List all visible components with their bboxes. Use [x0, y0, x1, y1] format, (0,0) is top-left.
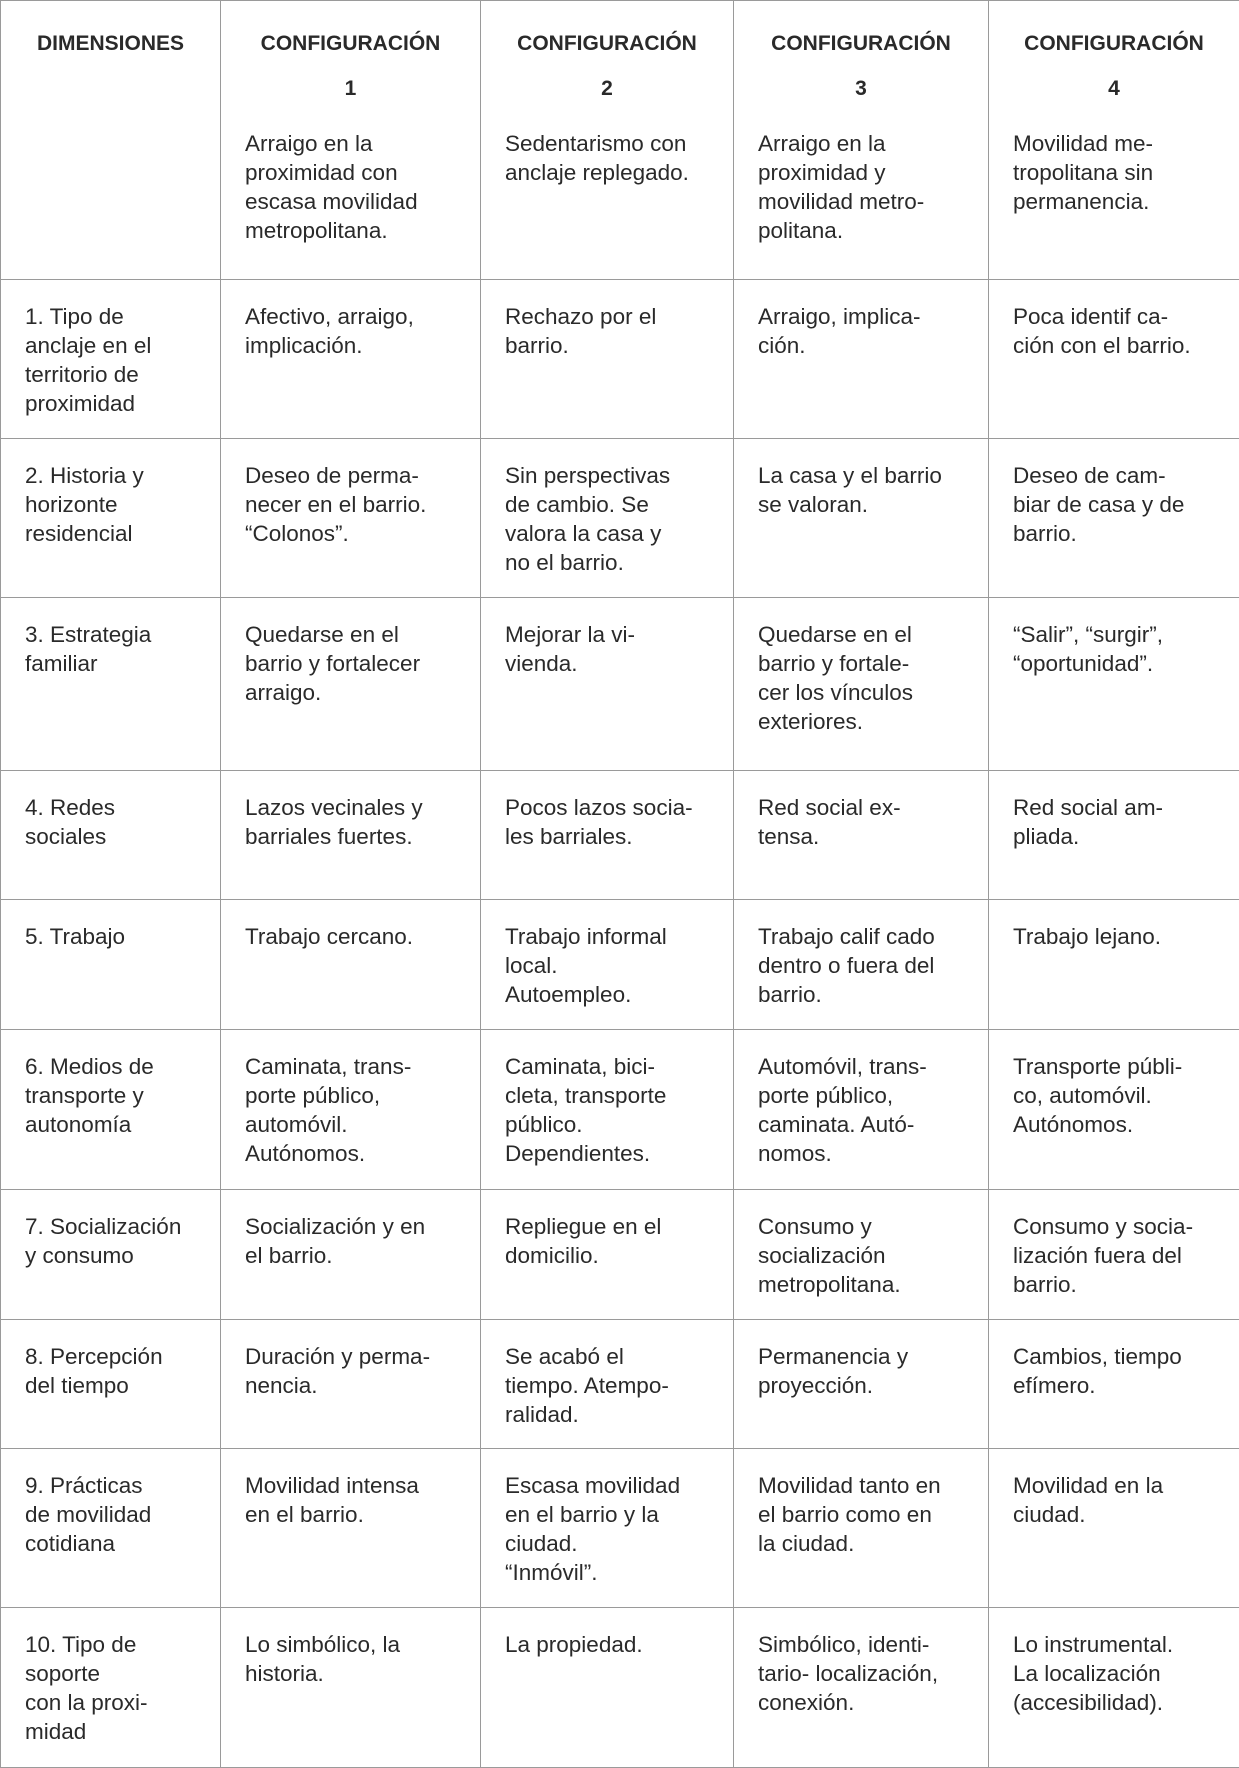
header-label: DIMENSIONES [37, 32, 184, 55]
column-header: CONFIGURACIÓN 2 Sedentarismo con anclaje … [481, 1, 734, 280]
configuration-description: Arraigo en la proximidad y movilidad met… [738, 111, 984, 245]
table-cell: Lo simbólico, la historia. [221, 1608, 481, 1768]
dimension-cell: 9. Prácticas de movilidad cotidiana [1, 1449, 221, 1608]
table-cell: Trabajo lejano. [989, 900, 1239, 1030]
dimension-cell: 3. Estrategia familiar [1, 598, 221, 771]
column-header: CONFIGURACIÓN 4 Movilidad me- tropolitana… [989, 1, 1239, 280]
table-cell: Trabajo informal local. Autoempleo. [481, 900, 734, 1030]
header-label: CONFIGURACIÓN 2 [517, 32, 697, 100]
table-cell: Socialización y en el barrio. [221, 1190, 481, 1320]
table-cell: Automóvil, trans- porte público, caminat… [734, 1030, 989, 1190]
column-header: DIMENSIONES [1, 1, 221, 280]
configuration-description [5, 66, 216, 84]
table-row: 1. Tipo de anclaje en el territorio de p… [1, 280, 1239, 439]
table-cell: Consumo y socia- lización fuera del barr… [989, 1190, 1239, 1320]
table-cell: Repliegue en el domicilio. [481, 1190, 734, 1320]
table-cell: Arraigo, implica- ción. [734, 280, 989, 439]
table-cell: Caminata, bici- cleta, transporte públic… [481, 1030, 734, 1190]
table-cell: Consumo y socialización metropolitana. [734, 1190, 989, 1320]
column-header: CONFIGURACIÓN 1 Arraigo en la proximidad … [221, 1, 481, 280]
table-cell: La propiedad. [481, 1608, 734, 1768]
table-cell: La casa y el barrio se valoran. [734, 439, 989, 598]
table-cell: Red social am- pliada. [989, 771, 1239, 900]
dimension-cell: 7. Socialización y consumo [1, 1190, 221, 1320]
configuration-description: Movilidad me- tropolitana sin permanenci… [993, 111, 1235, 216]
table-cell: Se acabó el tiempo. Atempo- ralidad. [481, 1320, 734, 1449]
table-cell: Red social ex- tensa. [734, 771, 989, 900]
configuration-description: Sedentarismo con anclaje replegado. [485, 111, 729, 187]
table-cell: Movilidad tanto en el barrio como en la … [734, 1449, 989, 1608]
header-label: CONFIGURACIÓN 1 [261, 32, 441, 100]
dimension-cell: 8. Percepción del tiempo [1, 1320, 221, 1449]
table-cell: Permanencia y proyección. [734, 1320, 989, 1449]
table-cell: “Salir”, “surgir”, “oportunidad”. [989, 598, 1239, 771]
column-header: CONFIGURACIÓN 3 Arraigo en la proximidad … [734, 1, 989, 280]
table-cell: Poca identif ca- ción con el barrio. [989, 280, 1239, 439]
dimension-cell: 5. Trabajo [1, 900, 221, 1030]
configuration-description: Arraigo en la proximidad con escasa movi… [225, 111, 476, 245]
table-cell: Mejorar la vi- vienda. [481, 598, 734, 771]
dimension-cell: 2. Historia y horizonte residencial [1, 439, 221, 598]
table-cell: Sin perspectivas de cambio. Se valora la… [481, 439, 734, 598]
table-cell: Trabajo calif cado dentro o fuera del ba… [734, 900, 989, 1030]
table-cell: Pocos lazos socia- les barriales. [481, 771, 734, 900]
table-cell: Lazos vecinales y barriales fuertes. [221, 771, 481, 900]
table-cell: Trabajo cercano. [221, 900, 481, 1030]
table-cell: Caminata, trans- porte público, automóvi… [221, 1030, 481, 1190]
table-cell: Cambios, tiempo efímero. [989, 1320, 1239, 1449]
dimension-cell: 6. Medios de transporte y autonomía [1, 1030, 221, 1190]
table-cell: Quedarse en el barrio y fortale- cer los… [734, 598, 989, 771]
table-cell: Quedarse en el barrio y fortalecer arrai… [221, 598, 481, 771]
table-cell: Deseo de cam- biar de casa y de barrio. [989, 439, 1239, 598]
table-cell: Simbólico, identi- tario- localización, … [734, 1608, 989, 1768]
table-cell: Lo instrumental. La localización (accesi… [989, 1608, 1239, 1768]
dimension-cell: 10. Tipo de soporte con la proxi- midad [1, 1608, 221, 1768]
table-cell: Rechazo por el barrio. [481, 280, 734, 439]
dimension-cell: 4. Redes sociales [1, 771, 221, 900]
header-row: DIMENSIONES CONFIGURACIÓN 1 Arraigo en la … [1, 1, 1239, 280]
header-label: CONFIGURACIÓN 3 [771, 32, 951, 100]
header-label: CONFIGURACIÓN 4 [1024, 32, 1204, 100]
dimension-cell: 1. Tipo de anclaje en el territorio de p… [1, 280, 221, 439]
table-cell: Duración y perma- nencia. [221, 1320, 481, 1449]
table-cell: Transporte públi- co, automóvil. Autónom… [989, 1030, 1239, 1190]
table-cell: Afectivo, arraigo, implicación. [221, 280, 481, 439]
table-cell: Movilidad en la ciudad. [989, 1449, 1239, 1608]
table-cell: Escasa movilidad en el barrio y la ciuda… [481, 1449, 734, 1608]
table-cell: Deseo de perma- necer en el barrio. “Col… [221, 439, 481, 598]
table-cell: Movilidad intensa en el barrio. [221, 1449, 481, 1608]
